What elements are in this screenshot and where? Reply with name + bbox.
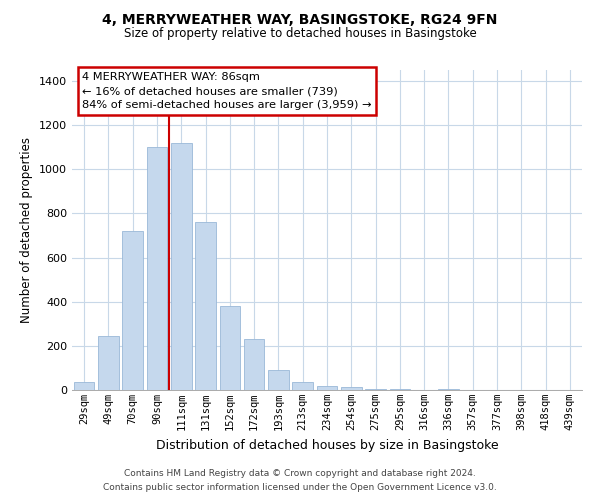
Text: Contains public sector information licensed under the Open Government Licence v3: Contains public sector information licen… [103,484,497,492]
X-axis label: Distribution of detached houses by size in Basingstoke: Distribution of detached houses by size … [155,438,499,452]
Bar [292,382,313,390]
Bar [98,336,119,390]
Text: 4, MERRYWEATHER WAY, BASINGSTOKE, RG24 9FN: 4, MERRYWEATHER WAY, BASINGSTOKE, RG24 9… [103,12,497,26]
Bar [317,386,337,390]
Bar [74,382,94,390]
Text: Size of property relative to detached houses in Basingstoke: Size of property relative to detached ho… [124,28,476,40]
Bar [122,231,143,390]
Bar [365,389,386,390]
Bar [244,339,265,390]
Y-axis label: Number of detached properties: Number of detached properties [20,137,34,323]
Bar [146,147,167,390]
Bar [268,370,289,390]
Bar [171,143,191,390]
Bar [438,389,459,390]
Bar [389,389,410,390]
Bar [195,222,216,390]
Bar [220,306,240,390]
Text: 4 MERRYWEATHER WAY: 86sqm
← 16% of detached houses are smaller (739)
84% of semi: 4 MERRYWEATHER WAY: 86sqm ← 16% of detac… [82,72,372,110]
Text: Contains HM Land Registry data © Crown copyright and database right 2024.: Contains HM Land Registry data © Crown c… [124,468,476,477]
Bar [341,386,362,390]
